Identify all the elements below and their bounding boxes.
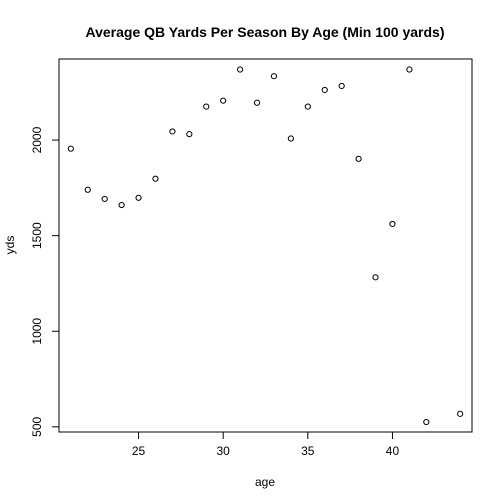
y-axis-label: yds bbox=[3, 236, 17, 255]
data-point bbox=[304, 103, 311, 110]
x-tick-label: 35 bbox=[301, 444, 315, 458]
chart-title: Average QB Yards Per Season By Age (Min … bbox=[86, 24, 445, 40]
y-tick-label: 2000 bbox=[30, 126, 44, 153]
plot-frame bbox=[58, 58, 473, 433]
data-point bbox=[101, 195, 108, 203]
x-tick-label: 40 bbox=[386, 444, 400, 458]
x-axis: 25 30 35 40 bbox=[132, 431, 400, 458]
data-point bbox=[169, 128, 176, 135]
x-axis-label: age bbox=[255, 475, 275, 489]
data-point bbox=[355, 155, 362, 162]
data-point bbox=[406, 66, 413, 73]
data-point bbox=[135, 194, 142, 201]
x-tick-label: 25 bbox=[132, 444, 146, 458]
data-point bbox=[118, 201, 125, 209]
y-tick-label: 1500 bbox=[30, 222, 44, 249]
y-tick-label: 500 bbox=[30, 417, 44, 437]
data-point bbox=[253, 99, 261, 106]
data-points bbox=[67, 66, 464, 426]
y-tick-label: 1000 bbox=[30, 318, 44, 345]
data-point bbox=[220, 97, 227, 104]
data-point bbox=[372, 274, 379, 281]
data-point bbox=[67, 145, 74, 152]
data-point bbox=[203, 103, 210, 110]
data-point bbox=[152, 175, 159, 182]
data-point bbox=[389, 220, 396, 228]
data-point bbox=[457, 410, 464, 417]
data-point bbox=[287, 135, 294, 142]
data-point bbox=[338, 82, 345, 90]
data-point bbox=[423, 418, 430, 426]
y-axis: 500 1000 1500 2000 bbox=[30, 126, 60, 437]
data-point bbox=[84, 186, 91, 193]
data-point bbox=[186, 131, 193, 138]
x-tick-label: 30 bbox=[217, 444, 231, 458]
data-point bbox=[270, 73, 278, 80]
data-point bbox=[321, 86, 328, 94]
data-point bbox=[237, 66, 244, 73]
